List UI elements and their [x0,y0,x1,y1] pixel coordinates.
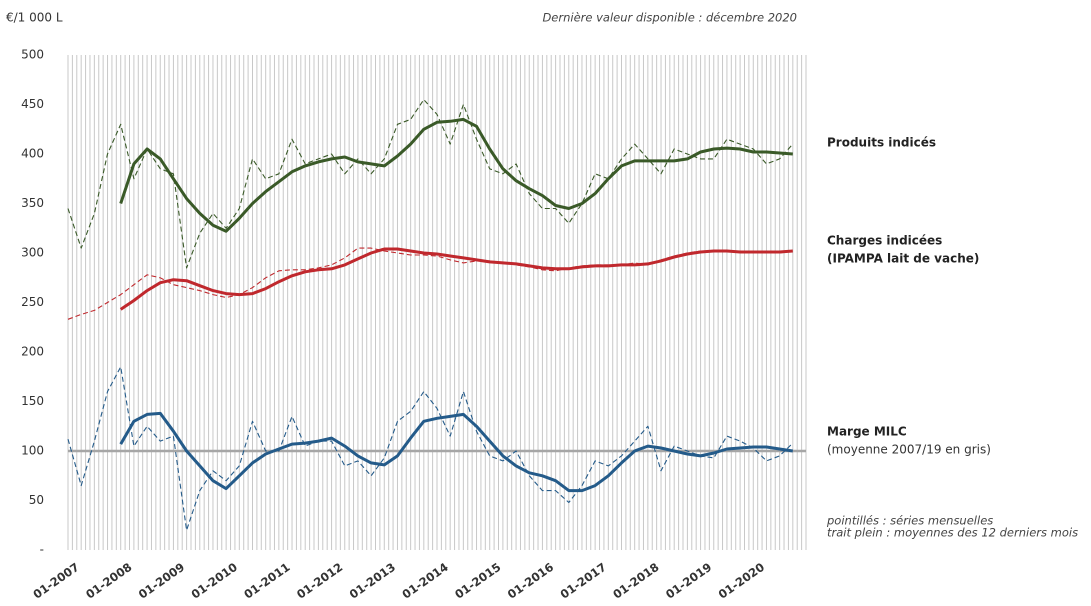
x-tick-label: 01-2013 [347,560,398,602]
y-tick-label: 400 [21,147,44,161]
y-tick-label: 200 [21,345,44,359]
x-tick-label: 01-2008 [83,560,134,602]
x-tick-label: 01-2012 [294,560,345,602]
legend-label: Charges indicées [827,234,942,248]
y-tick-label: 450 [21,97,44,111]
average-line [119,247,793,311]
note: pointillés : séries mensuelles [826,514,993,528]
x-tick-label: 01-2010 [189,560,240,602]
plot-area: 01-2007 01-2008 01-2009 01-2010 01-2011 01-20… [21,48,807,602]
x-tick-label: 01-2016 [505,560,556,602]
subtitle: Dernière valeur disponible : décembre 20… [542,11,797,25]
y-tick-label: 300 [21,246,44,260]
x-tick-label: 01-2020 [716,560,767,602]
monthly-line [67,366,794,531]
x-tick-label: 01-2017 [558,560,609,602]
y-tick-label: 350 [21,196,44,210]
x-tick-label: 01-2019 [663,560,714,602]
y-axis-label: €/1 000 L [6,11,63,25]
y-tick-label: 500 [21,48,44,62]
x-tick-label: 01-2015 [452,560,503,602]
y-tick-label: 100 [21,444,44,458]
y-tick-label: - [40,543,44,557]
y-tick-label: 250 [21,295,44,309]
note: trait plein : moyennes des 12 derniers m… [827,526,1078,540]
x-tick-label: 01-2009 [136,560,187,602]
legend-label: Marge MILC [827,425,907,439]
y-tick-label: 150 [21,394,44,408]
legend-note: (IPAMPA lait de vache) [827,252,979,266]
monthly-line [67,247,793,320]
x-tick-label: 01-2018 [610,560,661,602]
y-tick-label: 50 [29,493,44,507]
legend-note: (moyenne 2007/19 en gris) [827,443,991,457]
average-line [119,117,793,233]
average-line [119,411,794,493]
monthly-line [67,99,794,269]
legend-label: Produits indicés [827,136,936,150]
x-tick-label: 01-2007 [30,560,81,602]
x-tick-label: 01-2011 [241,560,292,602]
x-tick-label: 01-2014 [399,560,450,602]
